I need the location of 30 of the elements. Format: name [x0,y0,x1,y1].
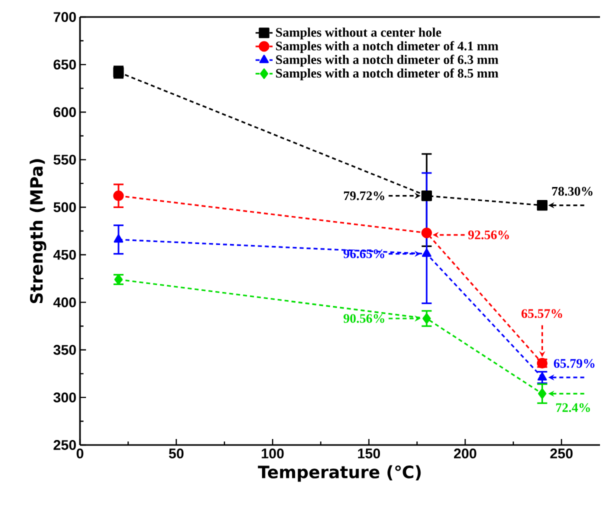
annotation: 90.56% [344,314,384,323]
annotation: 72.4% [556,403,590,412]
x-tick-label: 200 [454,448,476,458]
y-axis-title: Strength (MPa) [30,159,46,304]
legend-label: Samples with a notch dimeter of 4.1 mm [276,41,498,54]
y-tick-label: 700 [54,12,76,22]
annotation: 78.30% [552,186,592,196]
annotation: 65.79% [554,359,594,368]
x-tick-label: 250 [550,448,573,458]
annotation: 96.65% [344,249,384,258]
x-tick-label: 0 [76,448,84,458]
y-tick-label: 550 [54,154,76,165]
y-tick-label: 500 [54,202,76,212]
y-tick-label: 600 [54,107,76,118]
annotation: 92.56% [468,230,509,240]
y-tick-label: 400 [53,297,76,308]
y-tick-label: 300 [53,392,76,402]
y-tick-label: 250 [54,440,76,450]
legend-label: Samples with a notch dimeter of 6.3 mm [276,54,498,67]
annotation: 65.57% [522,309,562,318]
annotation: 79.72% [344,191,384,200]
x-tick-label: 100 [262,448,284,458]
x-axis-title: Temperature (℃) [258,465,421,482]
x-tick-label: 150 [358,448,380,458]
y-tick-label: 650 [54,60,76,70]
y-tick-label: 350 [53,344,76,355]
legend-label: Samples with a notch dimeter of 8.5 mm [276,68,498,80]
x-tick-label: 50 [168,448,184,458]
y-tick-label: 450 [53,250,76,260]
legend-label: Samples without a center hole [276,28,442,40]
